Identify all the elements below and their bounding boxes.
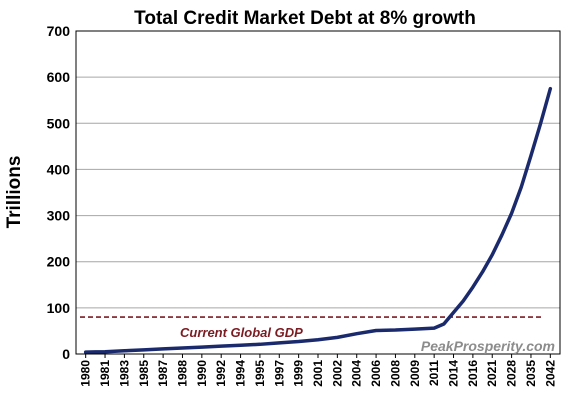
series-group [83, 86, 553, 354]
x-tick-label: 1983 [117, 360, 131, 387]
gdp-reference-label: Current Global GDP [180, 325, 303, 340]
x-tick-label: 1995 [253, 360, 267, 387]
x-tick-label: 2042 [543, 360, 557, 387]
x-tick-label: 2011 [427, 360, 441, 386]
plot-area-border [75, 30, 561, 355]
x-tick-label: 2035 [524, 360, 538, 387]
y-tick-label: 100 [47, 300, 71, 316]
y-tick-label: 600 [47, 69, 71, 85]
y-tick-label: 300 [47, 208, 71, 224]
x-tick-label: 1988 [175, 360, 189, 387]
gridlines [76, 76, 560, 309]
x-tick-label: 1985 [137, 360, 151, 387]
reference-line-group: Current Global GDP [80, 316, 542, 340]
x-tick-label: 2021 [485, 360, 499, 387]
x-tick-label: 1980 [79, 360, 93, 387]
x-tick-label: 2009 [408, 360, 422, 387]
y-tick-label: 200 [47, 254, 71, 270]
y-tick-label: 0 [62, 346, 70, 362]
y-tick-label: 700 [47, 23, 71, 39]
x-tick-label: 2016 [466, 360, 480, 387]
x-tick-label: 2002 [330, 360, 344, 387]
watermark: PeakProsperity.com [421, 338, 555, 354]
x-tick-label: 2004 [350, 360, 364, 387]
x-tick-label: 1992 [214, 360, 228, 387]
series-line [83, 86, 553, 354]
x-tick-label: 2014 [447, 360, 461, 387]
x-tick-label: 1997 [272, 360, 286, 387]
x-tick-label: 1987 [156, 360, 170, 387]
y-tick-label: 500 [47, 115, 71, 131]
x-tick-label: 2001 [311, 360, 325, 387]
y-tick-label: 400 [47, 161, 71, 177]
x-tick-label: 2006 [369, 360, 383, 387]
x-tick-label: 1999 [292, 360, 306, 387]
x-tick-label: 1994 [234, 360, 248, 387]
x-tick-label: 2008 [388, 360, 402, 387]
x-tick-labels: 1980 1981 1983 1985 1987 1988 1990 1992 1994 1995… [79, 354, 557, 387]
chart-title: Total Credit Market Debt at 8% growth [134, 8, 476, 29]
y-tick-labels: 0 100 200 300 400 500 600 700 [47, 23, 71, 362]
y-axis-label: Trillions [4, 156, 25, 229]
x-tick-label: 1990 [195, 360, 209, 387]
x-tick-label: 1981 [98, 360, 112, 387]
x-tick-label: 2028 [505, 360, 519, 387]
